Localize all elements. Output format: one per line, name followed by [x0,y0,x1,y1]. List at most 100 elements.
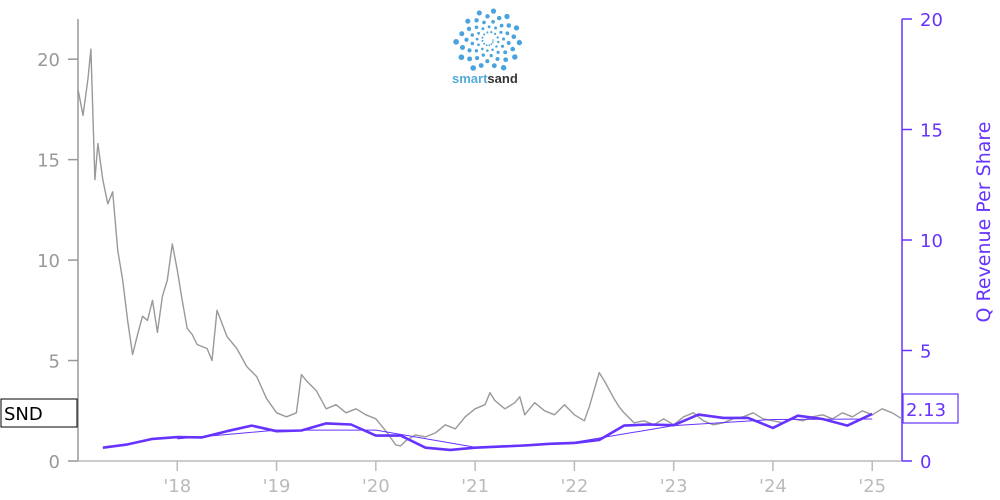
logo-dot [501,37,506,41]
logo-dot [495,57,500,61]
logo-dot [503,50,508,55]
logo-dot [481,36,484,39]
logo-dot [478,63,484,68]
logo-dot [486,49,489,52]
x-tick-label: '22 [560,476,588,497]
logo-text: smartsand [452,71,518,86]
x-tick-label: '23 [660,476,688,497]
logo-dot [496,15,502,21]
logo-dot [496,36,499,39]
logo-dot [465,18,471,24]
logo-dot [490,43,493,45]
logo-dot [494,26,498,30]
x-tick-label: '21 [461,476,489,497]
logo-dot [475,37,479,41]
logo-dot [460,45,465,50]
logo-dot [476,10,482,16]
logo-dot [487,25,491,29]
logo-dot [481,39,484,42]
logo-dot [490,8,497,14]
right-axis-ticks: 0 5 10 15 20 [902,10,943,473]
logo-dot [492,39,494,41]
logo-dot [512,54,518,60]
logo-dot [506,41,511,45]
logo-dot [500,64,507,71]
logo-dot [464,37,469,42]
logo-dot [474,49,479,53]
logo-dot [453,39,459,45]
x-axis-ticks: '18 '19 '20 '21 '22 '23 '24 '25 [163,461,886,497]
logo-dot [499,23,504,28]
ticker-tag-box [0,398,78,428]
logo-dot [475,56,480,61]
logo-text-sand: sand [487,71,517,86]
logo-dot [467,48,472,53]
logo-dot [474,18,479,23]
right-tick-label: 10 [920,231,943,252]
x-tick-label: '19 [263,476,291,497]
logo-dot [483,42,486,45]
logo-dot [503,57,509,63]
logo-dot [474,25,479,30]
revenue-trend-line [177,418,873,448]
revenue-line [102,412,873,452]
logo-dot [495,45,498,48]
logo-dot [513,25,520,31]
logo-dot [489,53,493,58]
logo-dot [493,32,497,36]
logo-dot [488,44,491,47]
logo-dot [499,30,503,34]
logo-dot [477,43,480,47]
logo-dot [496,50,500,54]
logo-dot [485,44,488,47]
left-axis-ticks: 0 5 10 15 20 [37,50,78,473]
series-layer [77,48,903,452]
logo-dot [467,56,473,62]
logo-dot [482,20,486,25]
logo-text-smart: smart [452,71,488,86]
right-tick-label: 0 [920,452,931,473]
right-tick-label: 5 [920,342,931,363]
logo-dot [486,31,489,34]
smartsand-logo [453,8,523,71]
x-tick-label: '20 [362,476,390,497]
logo-dot [510,46,516,52]
ticker-tag-label: SND [4,404,43,425]
last-value-tag-label: 2.13 [906,400,946,421]
left-tick-label: 20 [37,50,60,71]
x-tick-label: '25 [858,476,886,497]
right-tick-label: 20 [920,10,943,31]
logo-dot [504,13,510,20]
logo-dot [477,31,480,35]
logo-dot [500,44,505,48]
logo-dot [466,26,472,31]
logo-dot [505,31,510,36]
logo-dot [470,33,475,37]
x-tick-label: '18 [163,476,191,497]
logo-dot [506,23,512,28]
logo-dot [491,19,495,24]
logo-dot [481,27,485,31]
logo-dot [480,47,484,51]
left-tick-label: 10 [37,251,60,272]
logo-dot [483,33,486,36]
logo-dot [485,59,490,64]
logo-dot [490,30,493,34]
logo-dot [485,14,490,19]
left-tick-label: 0 [49,452,60,473]
logo-dot [511,34,517,39]
logo-dot [492,41,494,43]
right-tick-label: 15 [920,121,943,142]
left-tick-label: 15 [37,151,60,172]
x-tick-label: '24 [759,476,787,497]
logo-dot [516,39,523,46]
logo-dot [491,63,497,69]
logo-dot [470,41,475,46]
right-axis-label: Q Revenue Per Share [973,122,995,323]
logo-dot [470,65,477,71]
logo-dot [497,40,500,44]
logo-dot [458,54,465,61]
logo-dot [459,31,465,37]
last-value-tag-box [902,393,959,424]
